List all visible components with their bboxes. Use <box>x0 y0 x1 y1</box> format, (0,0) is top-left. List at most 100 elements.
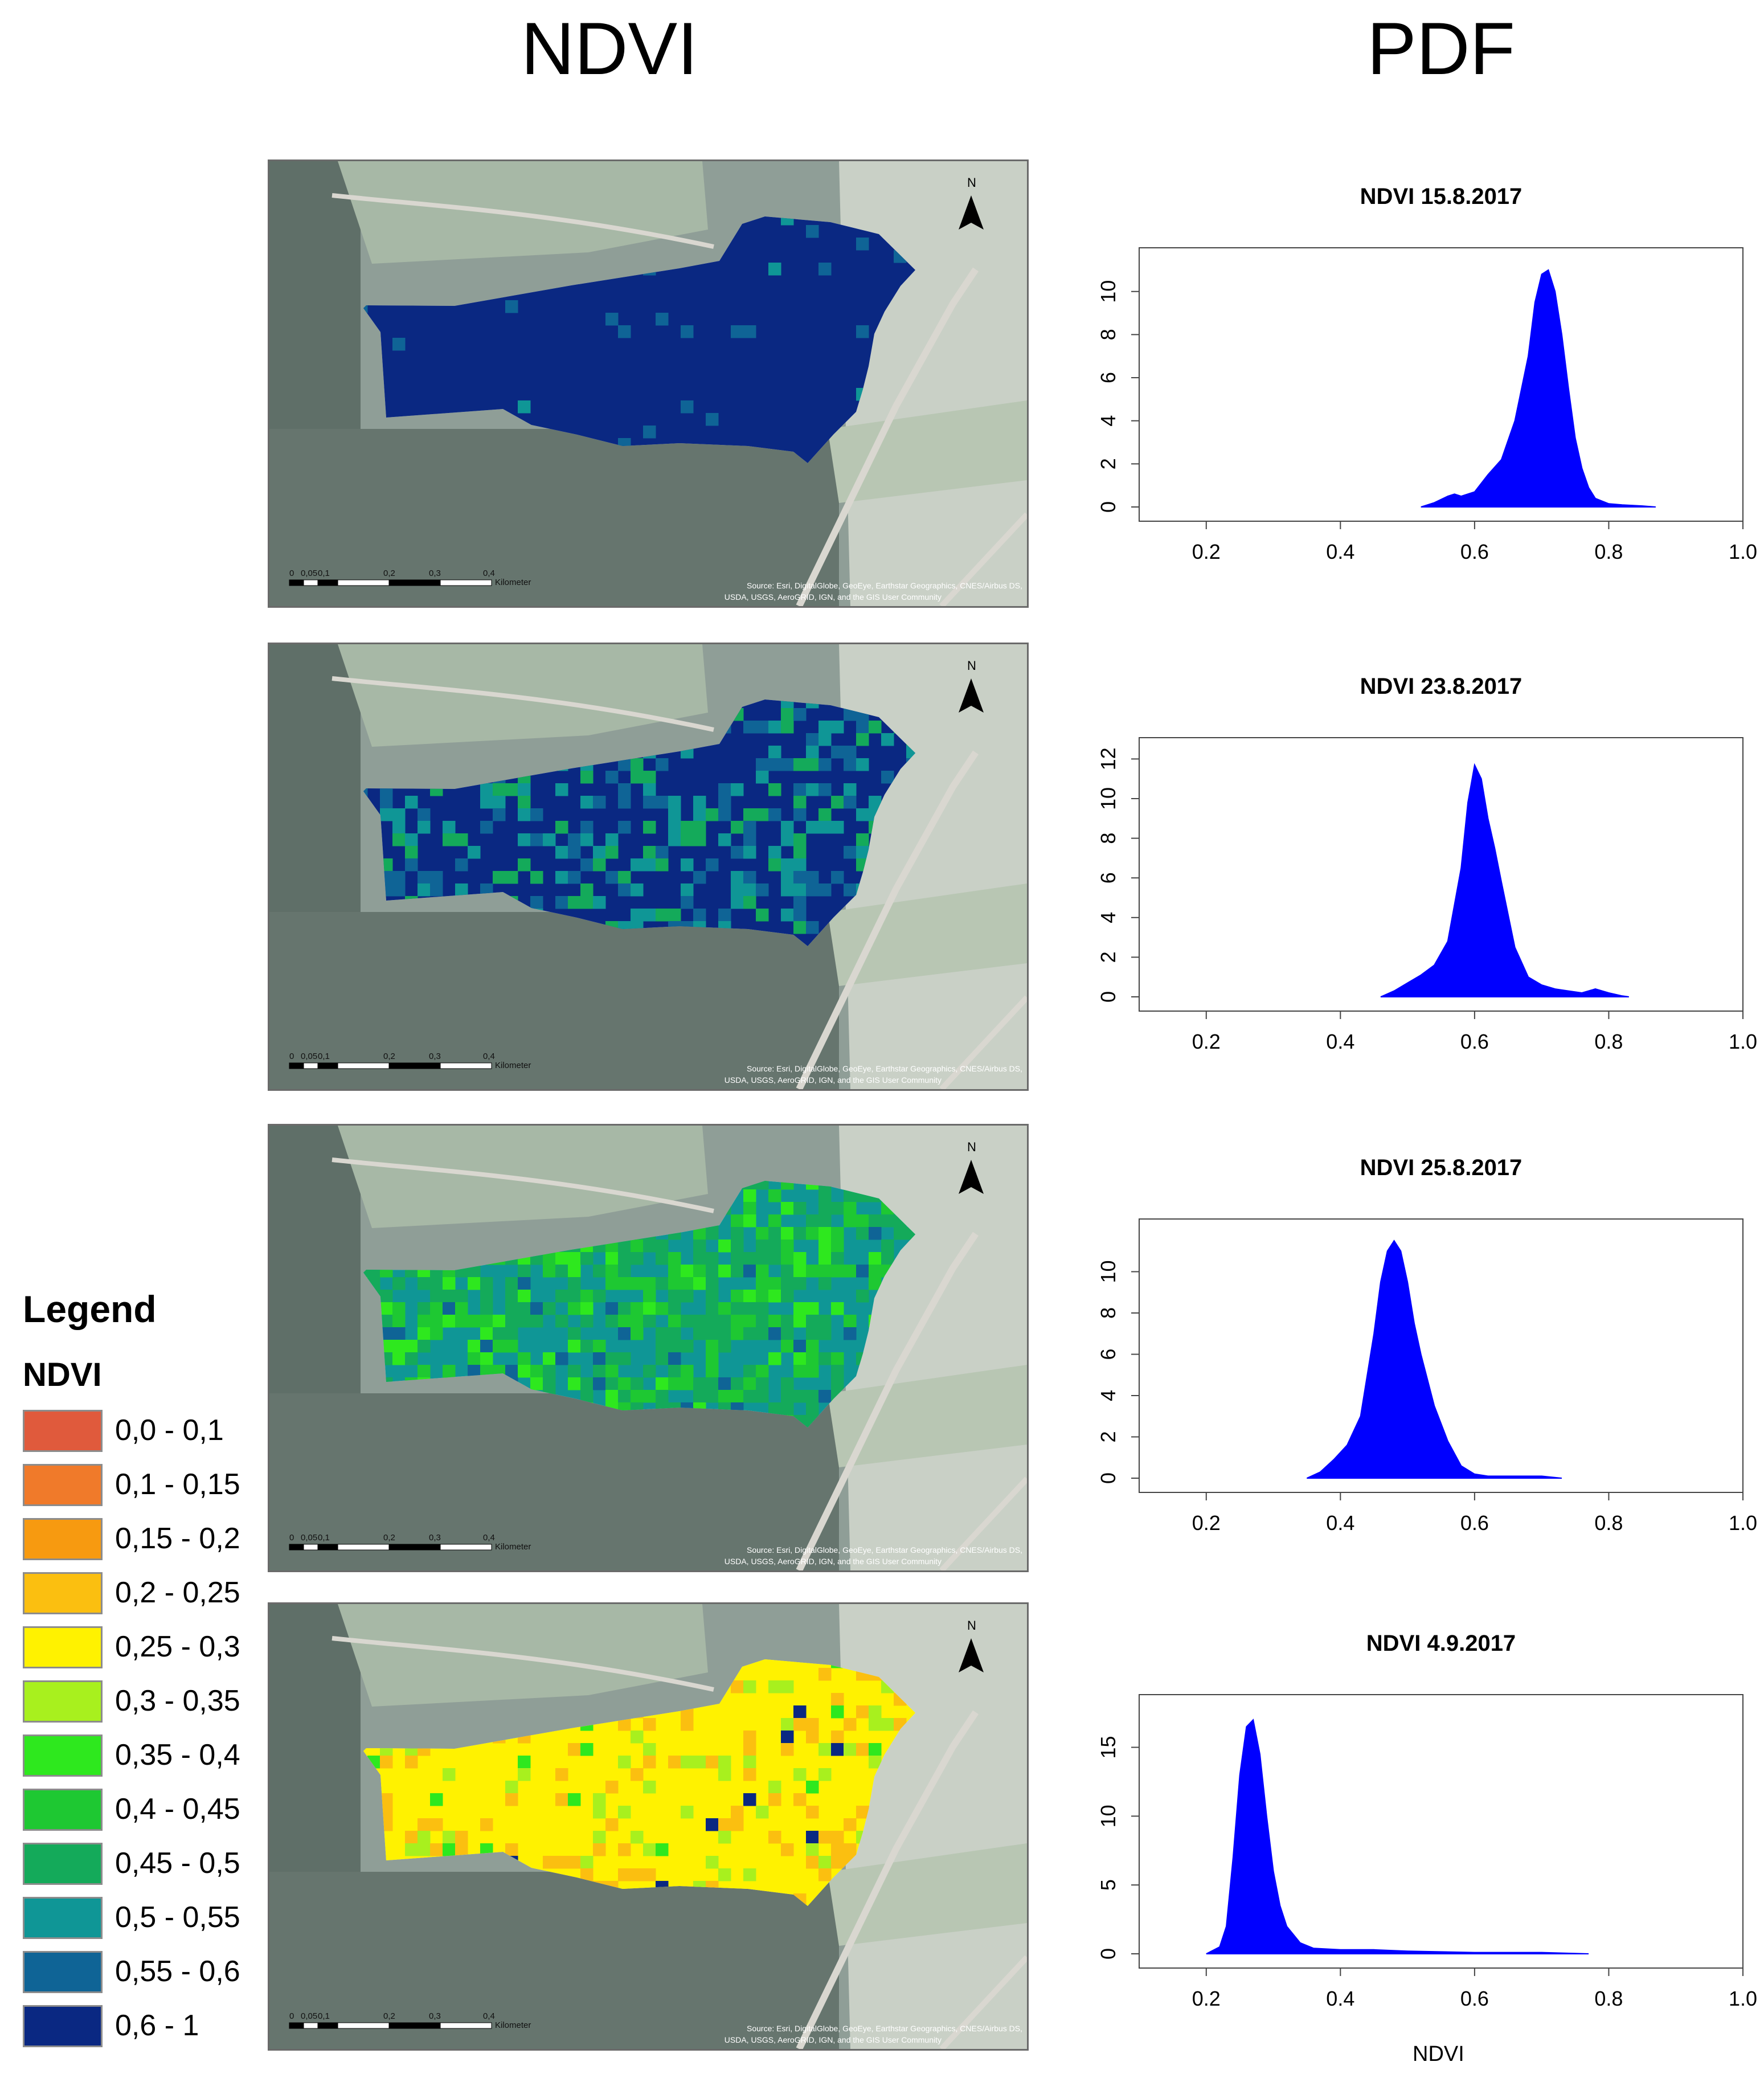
svg-text:0,1: 0,1 <box>318 2011 330 2021</box>
legend-label: 0,15 - 0,2 <box>115 1522 240 1555</box>
north-arrow-icon: N <box>959 1140 984 1194</box>
legend-label: 0,0 - 0,1 <box>115 1414 224 1447</box>
x-tick-label: 0.2 <box>1192 540 1221 563</box>
y-tick-label: 10 <box>1096 280 1120 303</box>
y-tick-label: 6 <box>1096 872 1120 883</box>
map-credit-line-2: USDA, USGS, AeroGRID, IGN, and the GIS U… <box>725 592 942 602</box>
pdf-column-header: PDF <box>1367 7 1515 90</box>
legend-item: 0,25 - 0,3 <box>23 1626 262 1672</box>
svg-text:0,4: 0,4 <box>483 568 495 578</box>
chart-title: NDVI 15.8.2017 <box>1360 184 1522 209</box>
legend-item: 0,4 - 0,45 <box>23 1789 262 1834</box>
legend-item: 0,3 - 0,35 <box>23 1680 262 1726</box>
x-tick-label: 1.0 <box>1729 1987 1757 2010</box>
north-arrow-icon: N <box>959 1618 984 1672</box>
y-tick-label: 15 <box>1096 1736 1120 1758</box>
north-arrow-icon: N <box>959 658 984 713</box>
svg-text:0,4: 0,4 <box>483 1533 495 1543</box>
legend-swatch <box>23 1843 103 1885</box>
y-tick-label: 8 <box>1096 329 1120 340</box>
svg-text:0,4: 0,4 <box>483 1052 495 1061</box>
pdf-chart-23-8-2017: NDVI 23.8.2017 0.2 0.4 0.6 0.8 1.0 0 2 4 6 8 10 12 <box>1071 666 1764 1091</box>
legend-item: 0,15 - 0,2 <box>23 1518 262 1564</box>
chart-title: NDVI 4.9.2017 <box>1366 1631 1516 1656</box>
svg-text:N: N <box>967 658 976 673</box>
svg-text:N: N <box>967 1140 976 1154</box>
density-area <box>1306 1240 1562 1479</box>
legend-item: 0,2 - 0,25 <box>23 1572 262 1618</box>
svg-text:0,2: 0,2 <box>383 568 395 578</box>
legend-swatch <box>23 1410 103 1452</box>
map-credit-line-1: Source: Esri, DigitalGlobe, GeoEye, Eart… <box>747 1064 1022 1073</box>
legend-label: 0,4 - 0,45 <box>115 1793 240 1826</box>
ndvi-map-25-8-2017: N 0 0,05 0,1 0,2 0,3 0,4 Kilometer Source: Esri,… <box>268 1124 1029 1572</box>
svg-text:0,2: 0,2 <box>383 1533 395 1543</box>
y-tick-label: 12 <box>1096 747 1120 770</box>
svg-text:0,3: 0,3 <box>429 568 441 578</box>
legend-swatch <box>23 1680 103 1723</box>
legend-item: 0,6 - 1 <box>23 2005 262 2051</box>
chart-title: NDVI 23.8.2017 <box>1360 674 1522 699</box>
y-tick-label: 2 <box>1096 1431 1120 1442</box>
x-tick-label: 0.8 <box>1594 1511 1623 1535</box>
svg-text:Kilometer: Kilometer <box>495 1542 531 1552</box>
chart-title: NDVI 25.8.2017 <box>1360 1155 1522 1180</box>
svg-text:Kilometer: Kilometer <box>495 578 531 587</box>
y-tick-label: 0 <box>1096 1472 1120 1484</box>
legend-swatch <box>23 1464 103 1506</box>
legend-title: Legend <box>23 1288 157 1330</box>
legend-label: 0,45 - 0,5 <box>115 1847 240 1880</box>
legend-label: 0,2 - 0,25 <box>115 1576 240 1609</box>
ndvi-map-15-8-2017: N 0 0,05 0,1 0,2 0,3 0,4 Kilometer Source: Esri,… <box>268 159 1029 608</box>
legend-label: 0,1 - 0,15 <box>115 1468 240 1501</box>
legend-swatch <box>23 1572 103 1614</box>
svg-text:0: 0 <box>289 568 294 578</box>
svg-text:0,2: 0,2 <box>383 1052 395 1061</box>
svg-text:0,05: 0,05 <box>301 568 317 578</box>
legend-swatch <box>23 2005 103 2047</box>
legend-item: 0,0 - 0,1 <box>23 1410 262 1455</box>
legend-label: 0,6 - 1 <box>115 2009 199 2042</box>
ndvi-column-header: NDVI <box>521 7 698 90</box>
y-tick-label: 6 <box>1096 1348 1120 1360</box>
svg-text:0,3: 0,3 <box>429 2011 441 2021</box>
legend-swatch <box>23 1789 103 1831</box>
plot-frame <box>1139 247 1743 522</box>
svg-text:0,05: 0,05 <box>301 1533 317 1543</box>
north-arrow-icon: N <box>959 175 984 230</box>
svg-text:0,3: 0,3 <box>429 1052 441 1061</box>
pdf-chart-15-8-2017: NDVI 15.8.2017 0.2 0.4 0.6 0.8 1.0 0 2 4 6 8 10 <box>1071 177 1764 601</box>
pdf-chart-25-8-2017: NDVI 25.8.2017 0.2 0.4 0.6 0.8 1.0 0 2 4 6 8 10 <box>1071 1148 1764 1572</box>
ndvi-map-4-9-2017: N 0 0,05 0,1 0,2 0,3 0,4 Kilometer Source: Esri,… <box>268 1602 1029 2051</box>
y-tick-label: 10 <box>1096 1805 1120 1827</box>
y-tick-label: 0 <box>1096 991 1120 1003</box>
density-area <box>1380 763 1629 997</box>
legend-subtitle: NDVI <box>23 1356 102 1393</box>
svg-text:N: N <box>967 175 976 190</box>
svg-text:0,1: 0,1 <box>318 1052 330 1061</box>
x-tick-label: 0.2 <box>1192 1030 1221 1053</box>
x-tick-label: 0.8 <box>1594 1030 1623 1053</box>
x-tick-label: 0.6 <box>1460 540 1489 563</box>
svg-text:0,1: 0,1 <box>318 1533 330 1543</box>
y-tick-label: 4 <box>1096 1390 1120 1401</box>
y-tick-label: 10 <box>1096 787 1120 810</box>
svg-text:Kilometer: Kilometer <box>495 2020 531 2030</box>
pdf-x-axis-label: NDVI <box>1413 2042 1464 2066</box>
y-tick-label: 6 <box>1096 372 1120 383</box>
density-plot: NDVI 25.8.2017 0.2 0.4 0.6 0.8 1.0 0 2 4 6 8 10 <box>1096 1155 1757 1535</box>
x-tick-label: 0.6 <box>1460 1987 1489 2010</box>
svg-text:Kilometer: Kilometer <box>495 1061 531 1070</box>
y-tick-label: 2 <box>1096 458 1120 469</box>
y-tick-label: 0 <box>1096 501 1120 513</box>
legend-item: 0,55 - 0,6 <box>23 1951 262 1997</box>
svg-text:0,3: 0,3 <box>429 1533 441 1543</box>
y-tick-label: 4 <box>1096 912 1120 923</box>
map-credit-line-1: Source: Esri, DigitalGlobe, GeoEye, Eart… <box>747 2024 1022 2033</box>
x-tick-label: 0.2 <box>1192 1987 1221 2010</box>
map-credit-line-2: USDA, USGS, AeroGRID, IGN, and the GIS U… <box>725 1557 942 1566</box>
